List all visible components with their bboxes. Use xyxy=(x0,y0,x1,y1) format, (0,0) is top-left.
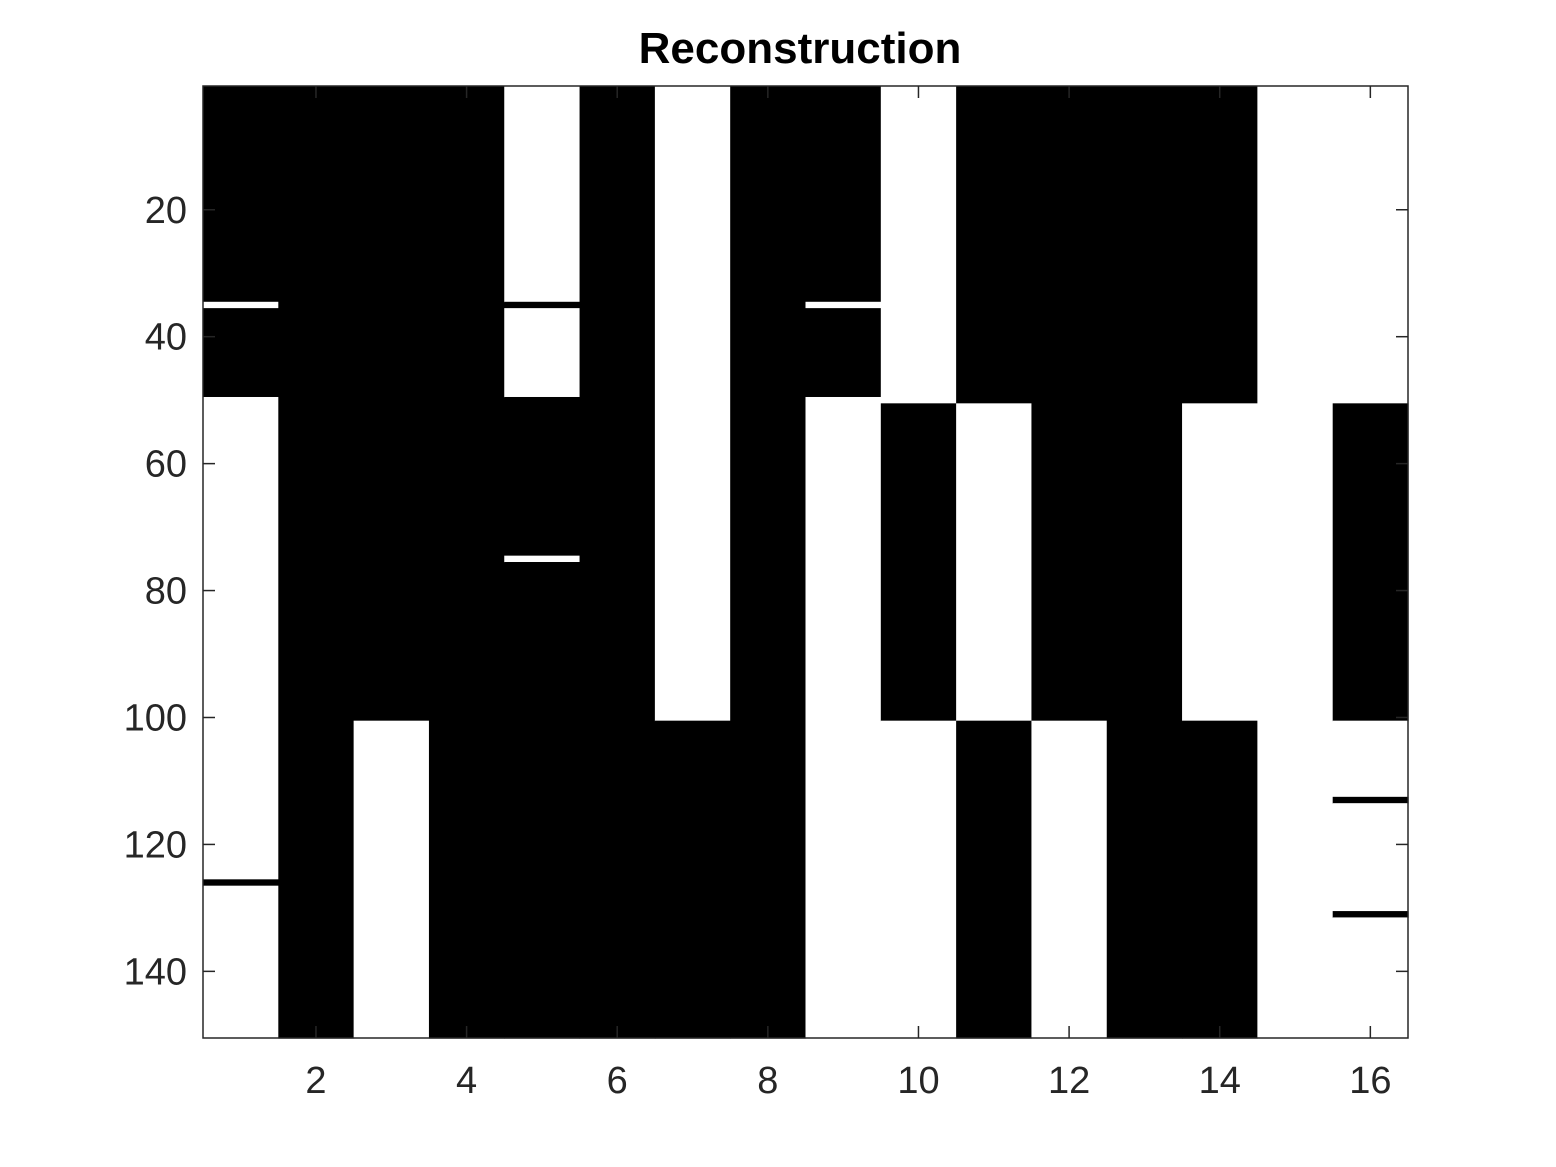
heatmap-cell-col13-rows1-150 xyxy=(1106,86,1183,1039)
y-tick-label: 120 xyxy=(124,824,187,866)
y-tick-label: 80 xyxy=(145,571,187,613)
x-tick-label: 2 xyxy=(305,1060,326,1102)
y-tick-label: 40 xyxy=(145,317,187,359)
heatmap-cell-col1-rows126-126 xyxy=(203,879,279,887)
heatmap-cell-col10-rows1-50 xyxy=(880,86,957,404)
heatmap-cell-col12-rows1-100 xyxy=(1031,86,1108,722)
heatmap-cell-col1-rows50-125 xyxy=(203,396,279,880)
heatmap-cell-col1-rows35-35 xyxy=(203,301,279,309)
heatmap-cell-col5-rows1-34 xyxy=(504,86,581,303)
heatmap-cell-col16-rows113-113 xyxy=(1332,796,1409,804)
heatmap-cell-col9-rows50-150 xyxy=(805,396,882,1039)
y-tick-label: 20 xyxy=(145,190,187,232)
heatmap-cell-col5-rows75-75 xyxy=(504,555,581,563)
heatmap-cell-col9-rows36-49 xyxy=(805,308,882,398)
heatmap-cell-col15-rows1-150 xyxy=(1257,86,1334,1039)
x-axis-tick-labels: 2 4 6 8 10 12 14 16 xyxy=(305,1060,1391,1102)
heatmap-cell-col3-rows101-150 xyxy=(353,720,430,1039)
heatmap-cell-col11-rows1-50 xyxy=(956,86,1033,404)
x-tick-label: 10 xyxy=(897,1060,939,1102)
y-tick-label: 100 xyxy=(124,697,187,739)
heatmap-cell-col14-rows1-50 xyxy=(1182,86,1258,404)
axis-ticks xyxy=(203,86,1408,1038)
heatmap-cell-col1-rows36-49 xyxy=(203,308,279,398)
heatmap-cell-col7-rows1-100 xyxy=(654,86,731,722)
heatmap-cell-col11-rows51-100 xyxy=(956,403,1033,722)
heatmap-cell-col5-rows50-74 xyxy=(504,396,581,557)
heatmap-cell-col16-rows101-112 xyxy=(1332,720,1409,798)
plot-area xyxy=(202,85,1409,1039)
heatmap-cell-col11-rows101-150 xyxy=(956,720,1033,1039)
heatmap-cell-col9-rows1-34 xyxy=(805,86,882,303)
heatmap-cell-col16-rows131-131 xyxy=(1332,911,1409,919)
heatmap-cell-col10-rows51-100 xyxy=(880,403,957,722)
heatmap-cell-col5-rows35-35 xyxy=(504,301,581,309)
x-tick-label: 8 xyxy=(757,1060,778,1102)
heatmap-cell-col6-rows1-150 xyxy=(579,86,656,1039)
heatmap-cell-col1-rows127-150 xyxy=(203,885,279,1039)
y-axis-tick-labels: 20 40 60 80 100 120 140 xyxy=(124,190,187,994)
x-tick-label: 16 xyxy=(1349,1060,1391,1102)
heatmap-cell-col16-rows51-100 xyxy=(1332,403,1409,722)
heatmap-cell-col12-rows101-150 xyxy=(1031,720,1108,1039)
heatmap-cells xyxy=(203,86,1409,1039)
y-tick-label: 60 xyxy=(145,444,187,486)
heatmap-cell-col14-rows101-150 xyxy=(1182,720,1258,1039)
heatmap-cell-col5-rows36-49 xyxy=(504,308,581,398)
x-tick-label: 14 xyxy=(1199,1060,1241,1102)
heatmap-cell-col8-rows1-150 xyxy=(730,86,807,1039)
x-tick-label: 12 xyxy=(1048,1060,1090,1102)
y-tick-label: 140 xyxy=(124,951,187,993)
heatmap-cell-col3-rows1-100 xyxy=(353,86,430,722)
heatmap-cell-col7-rows101-150 xyxy=(654,720,731,1039)
heatmap-cell-col1-rows1-34 xyxy=(203,86,279,303)
x-tick-label: 6 xyxy=(607,1060,628,1102)
heatmap-cell-col16-rows1-50 xyxy=(1332,86,1409,404)
x-tick-label: 4 xyxy=(456,1060,477,1102)
heatmap-cell-col16-rows114-130 xyxy=(1332,803,1409,912)
heatmap-cell-col9-rows35-35 xyxy=(805,301,882,309)
heatmap-cell-col2-rows1-150 xyxy=(278,86,355,1039)
heatmap-cell-col16-rows132-150 xyxy=(1332,917,1409,1039)
chart-title: Reconstruction xyxy=(639,24,962,73)
axes-box xyxy=(202,85,1409,1039)
heatmap-cell-col5-rows76-150 xyxy=(504,562,581,1039)
heatmap-cell-col10-rows101-150 xyxy=(880,720,957,1039)
heatmap-cell-col4-rows1-150 xyxy=(428,86,505,1039)
heatmap-cell-col14-rows51-100 xyxy=(1182,403,1258,722)
